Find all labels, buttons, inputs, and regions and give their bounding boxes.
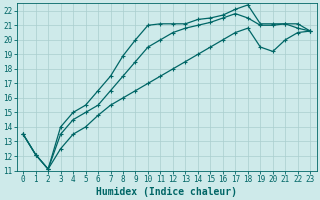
X-axis label: Humidex (Indice chaleur): Humidex (Indice chaleur) (96, 186, 237, 197)
